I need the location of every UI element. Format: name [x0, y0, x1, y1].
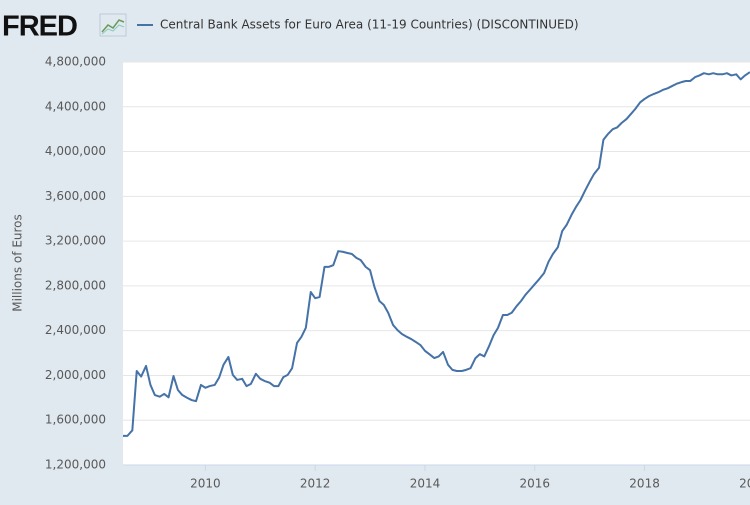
data-line [123, 71, 750, 437]
y-tick-label: 1,600,000 [45, 413, 106, 427]
logo: FRED [2, 11, 77, 43]
x-tick-label: 2020 [739, 477, 750, 491]
y-axis-label: Millions of Euros [11, 214, 25, 312]
y-tick-label: 3,200,000 [45, 234, 106, 248]
x-tick-label: 2016 [520, 477, 551, 491]
y-tick-label: 4,800,000 [45, 55, 106, 69]
logo-icon [99, 13, 127, 37]
y-tick-label: 1,200,000 [45, 458, 106, 472]
y-tick-label: 4,000,000 [45, 144, 106, 158]
y-tick-label: 2,800,000 [45, 278, 106, 292]
plot-area [123, 62, 750, 465]
y-tick-label: 2,000,000 [45, 368, 106, 382]
x-tick-label: 2012 [300, 477, 331, 491]
x-tick-label: 2018 [629, 477, 660, 491]
y-tick-label: 3,600,000 [45, 189, 106, 203]
y-tick-label: 2,400,000 [45, 323, 106, 337]
y-tick-label: 4,400,000 [45, 99, 106, 113]
x-tick-label: 2014 [410, 477, 441, 491]
x-tick-label: 2010 [190, 477, 221, 491]
legend-label: Central Bank Assets for Euro Area (11-19… [160, 18, 579, 32]
